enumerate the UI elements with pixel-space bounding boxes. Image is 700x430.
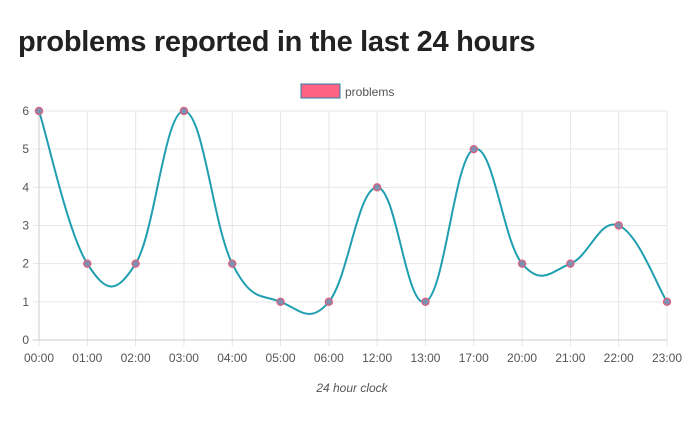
x-tick-labels: 00:00 01:00 02:00 03:00 04:00 05:00 06:00 12:00… bbox=[24, 351, 682, 365]
y-tick-labels: 0 1 2 3 4 5 6 bbox=[22, 104, 29, 347]
legend[interactable]: problems bbox=[300, 83, 394, 99]
data-point[interactable] bbox=[179, 106, 189, 116]
x-tick-label: 22:00 bbox=[604, 351, 634, 365]
x-tick-label: 01:00 bbox=[72, 351, 102, 365]
data-point[interactable] bbox=[276, 297, 285, 307]
data-point[interactable] bbox=[324, 297, 334, 307]
data-point[interactable] bbox=[614, 221, 623, 230]
series-line-problems bbox=[38, 109, 668, 315]
axes bbox=[38, 111, 667, 341]
x-tick-label: 06:00 bbox=[314, 351, 344, 365]
legend-label[interactable]: problems bbox=[345, 85, 394, 99]
x-tick-label: 21:00 bbox=[555, 351, 585, 365]
legend-swatch[interactable] bbox=[300, 83, 341, 99]
x-tick-label: 23:00 bbox=[652, 351, 682, 365]
x-axis-title: 24 hour clock bbox=[315, 381, 388, 395]
x-tick-label: 02:00 bbox=[121, 351, 151, 365]
data-point[interactable] bbox=[131, 259, 140, 268]
data-point[interactable] bbox=[34, 106, 44, 116]
y-tick-label: 0 bbox=[22, 333, 29, 347]
x-tick-label: 13:00 bbox=[410, 351, 440, 365]
x-tick-label: 04:00 bbox=[217, 351, 247, 365]
y-tick-label: 6 bbox=[22, 104, 29, 118]
y-tick-label: 1 bbox=[22, 295, 29, 309]
y-tick-label: 2 bbox=[22, 257, 29, 271]
data-point[interactable] bbox=[228, 259, 237, 268]
x-tick-label: 00:00 bbox=[24, 351, 54, 365]
y-tick-label: 3 bbox=[22, 219, 29, 233]
data-point[interactable] bbox=[372, 183, 382, 192]
x-tick-label: 17:00 bbox=[459, 351, 489, 365]
data-point[interactable] bbox=[83, 259, 92, 268]
data-point[interactable] bbox=[566, 259, 575, 268]
x-tick-label: 03:00 bbox=[169, 351, 199, 365]
data-point[interactable] bbox=[421, 297, 430, 307]
data-point[interactable] bbox=[469, 144, 478, 154]
y-tick-label: 5 bbox=[22, 142, 29, 156]
series bbox=[34, 106, 672, 315]
data-point[interactable] bbox=[662, 297, 672, 307]
grid bbox=[33, 110, 668, 346]
page-title: problems reported in the last 24 hours bbox=[18, 26, 536, 58]
x-tick-label: 05:00 bbox=[266, 351, 296, 365]
data-point[interactable] bbox=[517, 259, 527, 268]
x-tick-label: 12:00 bbox=[362, 351, 392, 365]
y-tick-label: 4 bbox=[22, 180, 29, 194]
x-tick-label: 20:00 bbox=[507, 351, 537, 365]
